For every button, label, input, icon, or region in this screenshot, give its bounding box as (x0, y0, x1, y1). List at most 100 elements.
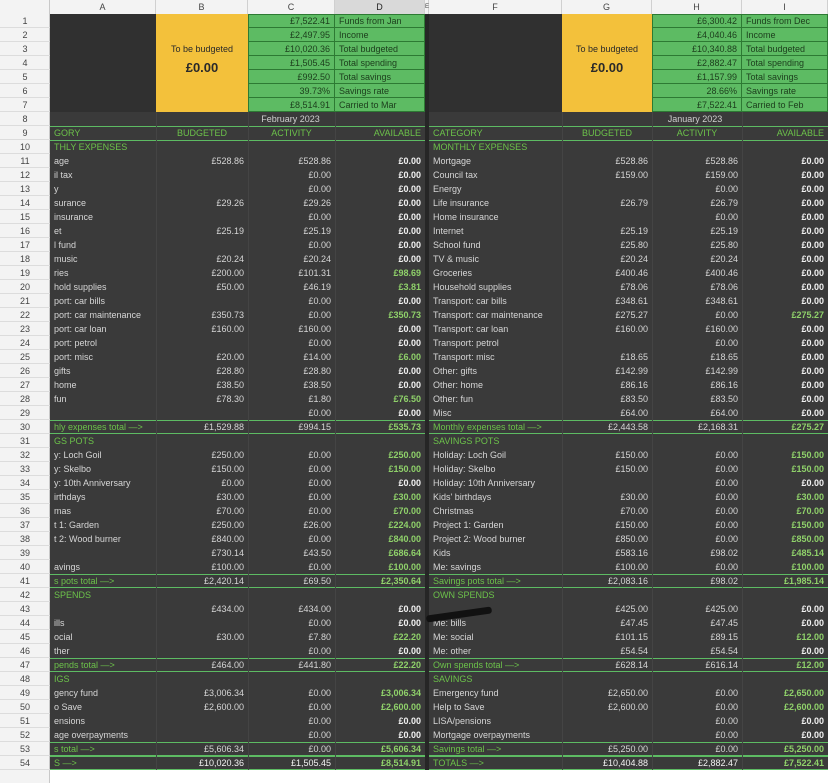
left-row-18-available[interactable]: £0.00 (398, 254, 421, 264)
left-row-49-budgeted[interactable]: £3,006.34 (203, 688, 244, 698)
left-row-52-activity[interactable]: £0.00 (308, 730, 331, 740)
right-row-46-category[interactable]: Me: other (433, 646, 472, 656)
left-row-35-activity[interactable]: £0.00 (308, 492, 331, 502)
row-header-32[interactable]: 32 (0, 448, 50, 462)
left-row-35-budgeted[interactable]: £30.00 (216, 492, 244, 502)
right-row-50-budgeted[interactable]: £2,600.00 (607, 702, 648, 712)
left-row-43-available[interactable]: £0.00 (398, 604, 421, 614)
right-row-13-activity[interactable]: £0.00 (715, 184, 738, 194)
right-row-47-activity[interactable]: £616.14 (705, 660, 738, 670)
right-row-49-budgeted[interactable]: £2,650.00 (607, 688, 648, 698)
right-row-37-budgeted[interactable]: £150.00 (615, 520, 648, 530)
right-row-53-category[interactable]: Savings total —> (433, 744, 502, 754)
right-row-49-category[interactable]: Emergency fund (433, 688, 499, 698)
right-row-32-category[interactable]: Holiday: Loch Goil (433, 450, 507, 460)
right-row-19-activity[interactable]: £400.46 (705, 268, 738, 278)
left-row-29-available[interactable]: £0.00 (398, 408, 421, 418)
left-row-36-category[interactable]: mas (54, 506, 72, 516)
right-row-31-category[interactable]: SAVINGS POTS (433, 436, 500, 446)
right-row-28-budgeted[interactable]: £83.50 (620, 394, 648, 404)
left-row-10-activity[interactable] (248, 140, 335, 154)
right-row-10-available[interactable] (742, 140, 828, 154)
left-row-19-budgeted[interactable]: £200.00 (211, 268, 244, 278)
row-header-24[interactable]: 24 (0, 336, 50, 350)
right-row-54-budgeted[interactable]: £10,404.88 (602, 758, 648, 768)
right-row-40-activity[interactable]: £0.00 (715, 562, 738, 572)
row-header-35[interactable]: 35 (0, 490, 50, 504)
left-row-12-budgeted[interactable] (156, 168, 248, 182)
right-row-35-category[interactable]: Kids' birthdays (433, 492, 492, 502)
left-row-13-activity[interactable]: £0.00 (308, 184, 331, 194)
right-row-30-available[interactable]: £275.27 (791, 422, 824, 432)
row-header-18[interactable]: 18 (0, 252, 50, 266)
left-row-54-budgeted[interactable]: £10,020.36 (198, 758, 244, 768)
right-row-14-budgeted[interactable]: £26.79 (620, 198, 648, 208)
left-row-47-budgeted[interactable]: £464.00 (211, 660, 244, 670)
right-row-22-activity[interactable]: £0.00 (715, 310, 738, 320)
row-header-8[interactable]: 8 (0, 112, 50, 126)
row-header-21[interactable]: 21 (0, 294, 50, 308)
left-row-28-activity[interactable]: £1.80 (308, 394, 331, 404)
left-row-14-category[interactable]: surance (54, 198, 87, 208)
left-row-42-available[interactable] (335, 588, 425, 602)
left-row-22-category[interactable]: port: car maintenance (54, 310, 142, 320)
left-row-19-available[interactable]: £98.69 (393, 268, 421, 278)
left-row-37-available[interactable]: £224.00 (388, 520, 421, 530)
left-row-12-activity[interactable]: £0.00 (308, 170, 331, 180)
row-header-19[interactable]: 19 (0, 266, 50, 280)
left-row-54-category[interactable]: S —> (54, 758, 77, 768)
right-row-45-budgeted[interactable]: £101.15 (615, 632, 648, 642)
right-row-19-budgeted[interactable]: £400.46 (615, 268, 648, 278)
right-row-32-budgeted[interactable]: £150.00 (615, 450, 648, 460)
right-row-35-activity[interactable]: £0.00 (715, 492, 738, 502)
right-row-33-budgeted[interactable]: £150.00 (615, 464, 648, 474)
left-row-46-category[interactable]: ther (54, 646, 70, 656)
right-row-36-budgeted[interactable]: £70.00 (620, 506, 648, 516)
right-row-10-budgeted[interactable] (562, 140, 652, 154)
left-row-10-available[interactable] (335, 140, 425, 154)
right-row-51-available[interactable]: £0.00 (801, 716, 824, 726)
right-row-41-available[interactable]: £1,985.14 (783, 576, 824, 586)
left-row-21-category[interactable]: port: car bills (54, 296, 106, 306)
left-row-14-budgeted[interactable]: £29.26 (216, 198, 244, 208)
left-row-16-available[interactable]: £0.00 (398, 226, 421, 236)
right-row-41-category[interactable]: Savings pots total —> (433, 576, 521, 586)
right-row-32-activity[interactable]: £0.00 (715, 450, 738, 460)
left-row-26-activity[interactable]: £28.80 (303, 366, 331, 376)
row-header-14[interactable]: 14 (0, 196, 50, 210)
right-row-39-activity[interactable]: £98.02 (710, 548, 738, 558)
right-row-44-budgeted[interactable]: £47.45 (620, 618, 648, 628)
left-row-28-budgeted[interactable]: £78.30 (216, 394, 244, 404)
left-row-44-activity[interactable]: £0.00 (308, 618, 331, 628)
row-header-51[interactable]: 51 (0, 714, 50, 728)
left-row-13-category[interactable]: y (54, 184, 59, 194)
left-row-44-budgeted[interactable] (156, 616, 248, 630)
row-header-29[interactable]: 29 (0, 406, 50, 420)
left-row-46-available[interactable]: £0.00 (398, 646, 421, 656)
left-row-49-available[interactable]: £3,006.34 (380, 688, 421, 698)
right-row-25-available[interactable]: £0.00 (801, 352, 824, 362)
right-row-23-activity[interactable]: £160.00 (705, 324, 738, 334)
left-row-14-activity[interactable]: £29.26 (303, 198, 331, 208)
left-row-31-budgeted[interactable] (156, 434, 248, 448)
left-row-29-activity[interactable]: £0.00 (308, 408, 331, 418)
right-row-42-category[interactable]: OWN SPENDS (433, 590, 495, 600)
right-row-28-activity[interactable]: £83.50 (710, 394, 738, 404)
left-row-36-activity[interactable]: £0.00 (308, 506, 331, 516)
right-row-54-activity[interactable]: £2,882.47 (697, 758, 738, 768)
right-row-40-available[interactable]: £100.00 (791, 562, 824, 572)
right-row-29-available[interactable]: £0.00 (801, 408, 824, 418)
right-row-23-budgeted[interactable]: £160.00 (615, 324, 648, 334)
column-header-d[interactable]: D (335, 0, 425, 14)
right-row-12-activity[interactable]: £159.00 (705, 170, 738, 180)
row-header-26[interactable]: 26 (0, 364, 50, 378)
left-row-38-category[interactable]: t 2: Wood burner (54, 534, 121, 544)
right-row-30-category[interactable]: Monthly expenses total —> (433, 422, 542, 432)
right-row-31-budgeted[interactable] (562, 434, 652, 448)
right-row-47-category[interactable]: Own spends total —> (433, 660, 520, 670)
row-header-9[interactable]: 9 (0, 126, 50, 140)
right-row-17-budgeted[interactable]: £25.80 (620, 240, 648, 250)
left-row-30-available[interactable]: £535.73 (388, 422, 421, 432)
right-row-39-category[interactable]: Kids (433, 548, 451, 558)
right-row-30-budgeted[interactable]: £2,443.58 (607, 422, 648, 432)
